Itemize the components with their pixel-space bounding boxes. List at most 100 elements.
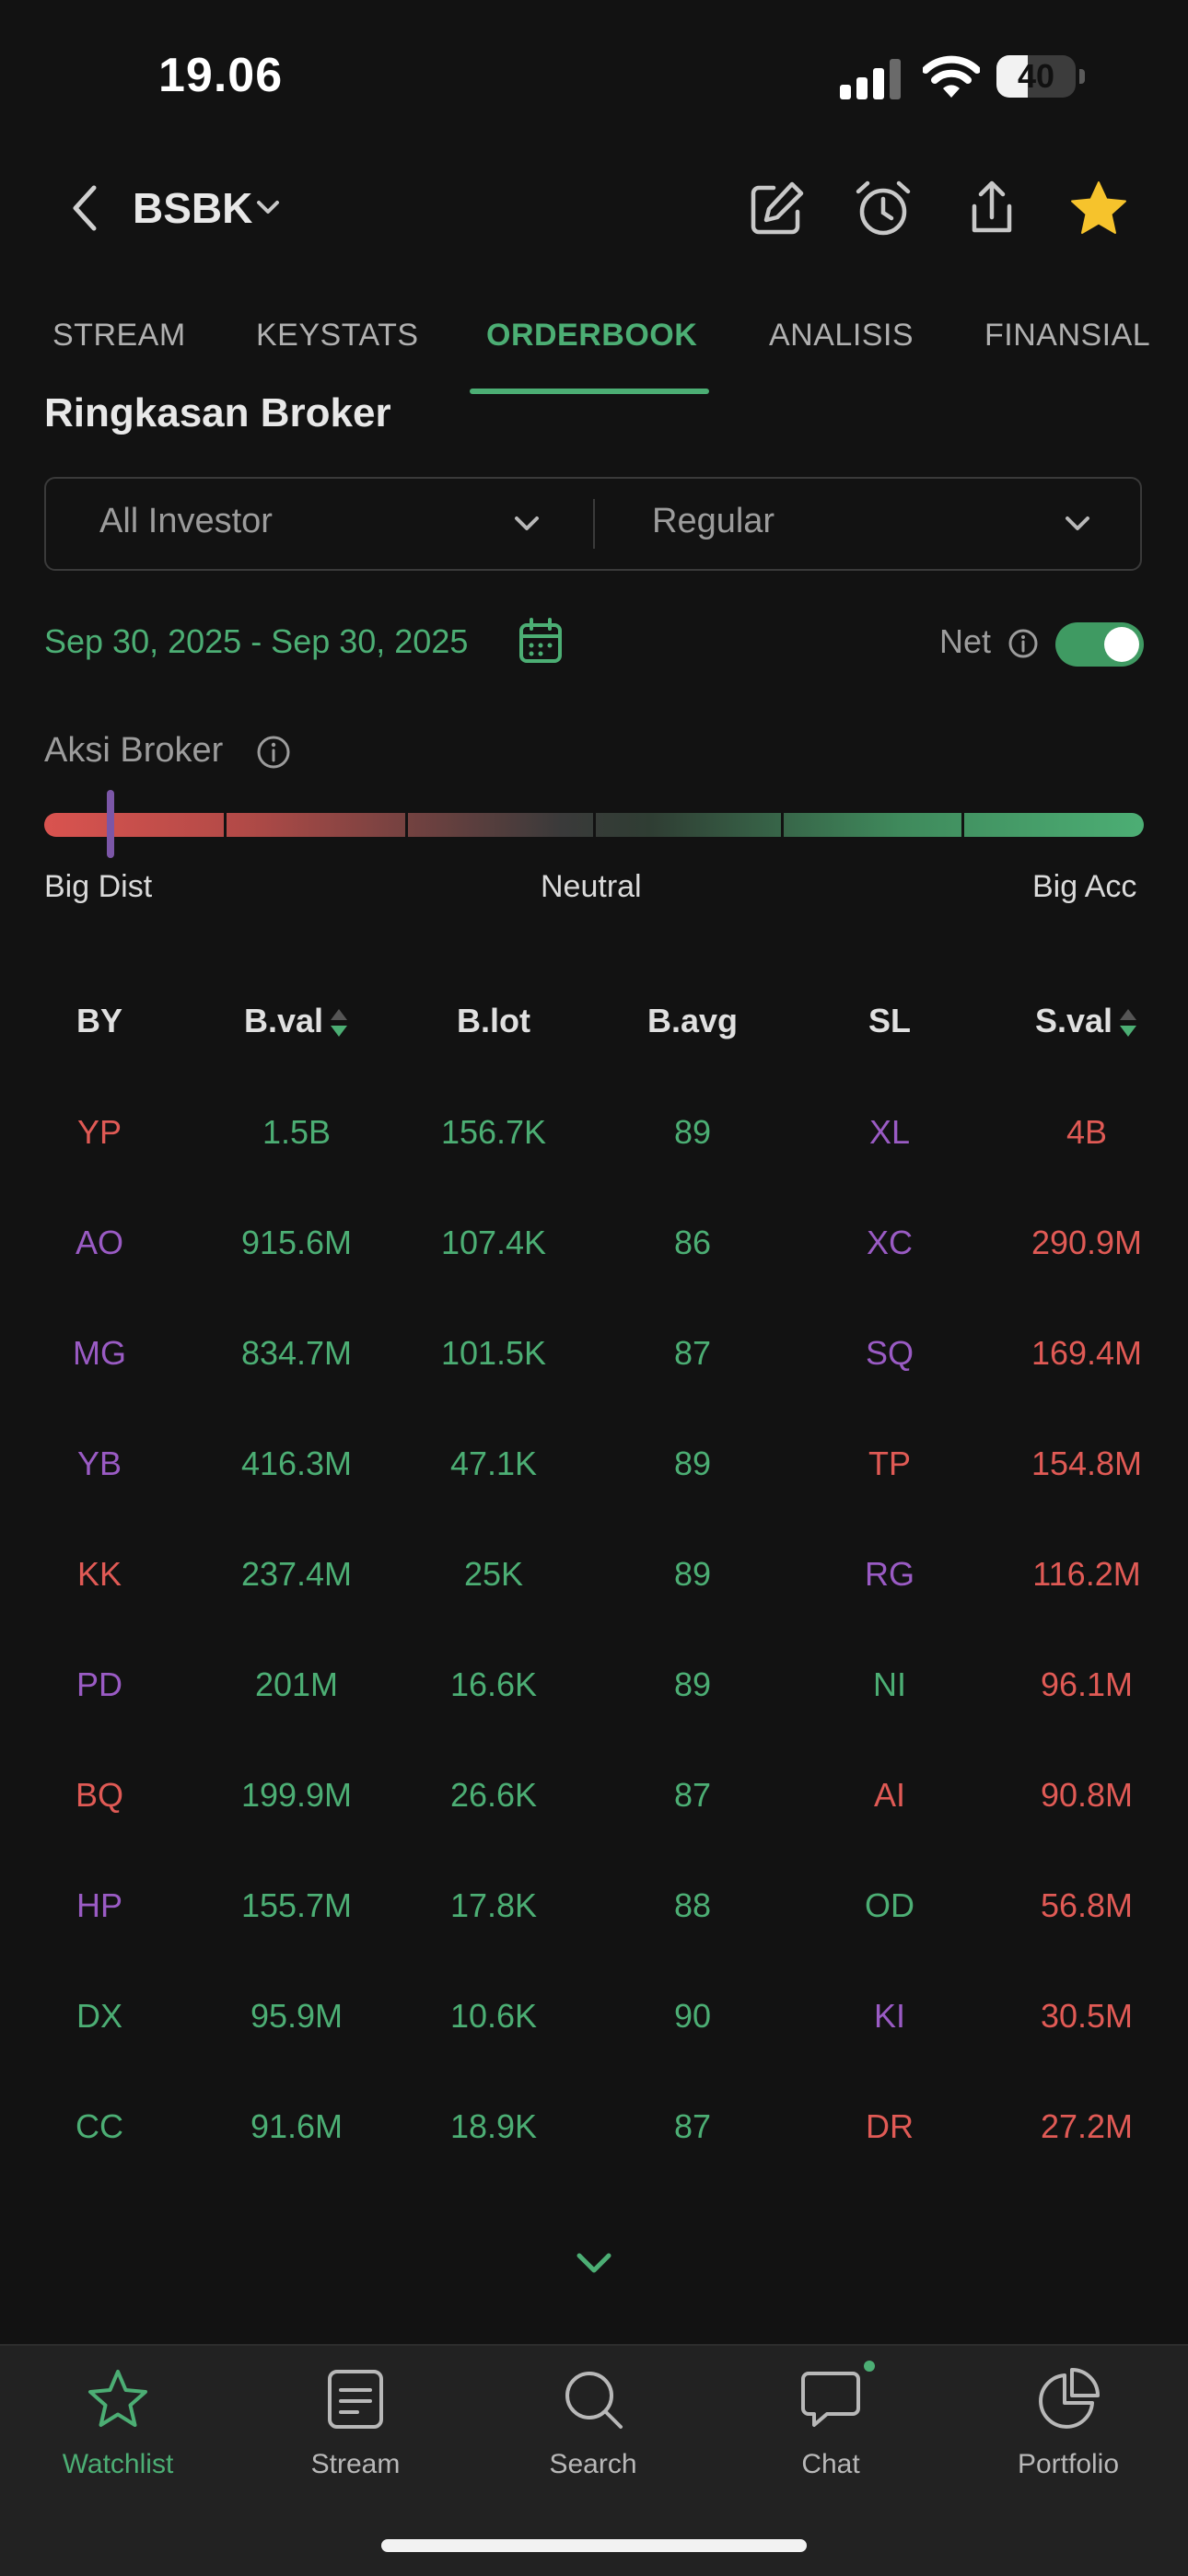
table-row[interactable]: CC 91.6M 18.9K 87 DR 27.2M xyxy=(0,2071,1188,2182)
buy-average: 90 xyxy=(673,1997,712,2035)
seller-code[interactable]: RG xyxy=(865,1555,914,1593)
star-icon xyxy=(88,2370,147,2427)
broker-action-label: Aksi Broker xyxy=(44,731,224,770)
column-header-buy-avg[interactable]: B.avg xyxy=(646,1002,739,1039)
date-range[interactable]: Sep 30, 2025 - Sep 30, 2025 xyxy=(44,622,469,660)
buyer-code[interactable]: DX xyxy=(76,1997,122,2035)
buy-lot: 10.6K xyxy=(449,1997,538,2035)
column-header-sell-value[interactable]: S.val xyxy=(995,1002,1179,1044)
buy-value: 416.3M xyxy=(240,1445,353,1482)
sell-value: 4B xyxy=(1066,1113,1108,1151)
buyer-code[interactable]: YB xyxy=(76,1445,122,1482)
buy-lot: 17.8K xyxy=(449,1886,538,1924)
seller-code[interactable]: XL xyxy=(868,1113,911,1151)
seller-code[interactable]: KI xyxy=(873,1997,905,2035)
back-chevron-icon[interactable] xyxy=(64,180,105,236)
buyer-code[interactable]: MG xyxy=(73,1334,126,1372)
table-row[interactable]: AO 915.6M 107.4K 86 XC 290.9M xyxy=(0,1188,1188,1298)
buyer-code[interactable]: KK xyxy=(76,1555,122,1593)
wifi-icon xyxy=(923,55,980,98)
tab-analisis[interactable]: ANALISIS xyxy=(769,318,914,353)
ticker-symbol[interactable]: BSBK xyxy=(133,184,253,232)
favorite-star-icon[interactable] xyxy=(1068,179,1129,239)
buyer-code[interactable]: HP xyxy=(76,1886,122,1924)
battery-percent: 40 xyxy=(1017,57,1055,95)
status-time: 19.06 xyxy=(158,49,284,102)
table-row[interactable]: MG 834.7M 101.5K 87 SQ 169.4M xyxy=(0,1298,1188,1409)
show-more-chevron-icon[interactable] xyxy=(574,2248,614,2276)
chevron-down-icon[interactable] xyxy=(254,197,282,217)
seller-code[interactable]: AI xyxy=(873,1776,905,1814)
buyer-code[interactable]: AO xyxy=(75,1224,123,1261)
buy-average: 89 xyxy=(673,1113,712,1151)
column-header-buyer[interactable]: BY xyxy=(76,1002,122,1039)
tab-finansial[interactable]: FINANSIAL xyxy=(984,318,1151,353)
table-row[interactable]: YP 1.5B 156.7K 89 XL 4B xyxy=(0,1077,1188,1188)
nav-watchlist[interactable]: Watchlist xyxy=(17,2364,219,2480)
buy-lot: 107.4K xyxy=(440,1224,547,1261)
investor-type-select[interactable]: All Investor xyxy=(99,502,273,540)
seller-code[interactable]: OD xyxy=(865,1886,914,1924)
sell-value: 27.2M xyxy=(1040,2107,1134,2145)
sell-value: 116.2M xyxy=(1032,1555,1141,1593)
buy-value: 915.6M xyxy=(240,1224,353,1261)
battery-icon: 40 xyxy=(996,55,1085,99)
home-indicator[interactable] xyxy=(381,2539,807,2552)
nav-stream[interactable]: Stream xyxy=(254,2364,457,2480)
buy-average: 88 xyxy=(673,1886,712,1924)
tab-orderbook[interactable]: ORDERBOOK xyxy=(486,318,698,353)
calendar-icon[interactable] xyxy=(518,617,564,665)
buyer-code[interactable]: BQ xyxy=(75,1776,123,1814)
edit-icon[interactable] xyxy=(746,179,807,239)
buyer-code[interactable]: PD xyxy=(76,1665,122,1703)
buy-value: 1.5B xyxy=(262,1113,332,1151)
buy-lot: 26.6K xyxy=(449,1776,538,1814)
sort-descending-icon[interactable] xyxy=(329,1002,349,1044)
buy-value: 155.7M xyxy=(240,1886,353,1924)
chevron-down-icon[interactable] xyxy=(1063,512,1092,534)
table-row[interactable]: HP 155.7M 17.8K 88 OD 56.8M xyxy=(0,1851,1188,1961)
column-header-buy-value[interactable]: B.val xyxy=(204,1002,389,1044)
buy-lot: 156.7K xyxy=(440,1113,547,1151)
buy-lot: 101.5K xyxy=(440,1334,547,1372)
nav-portfolio[interactable]: Portfolio xyxy=(967,2364,1170,2480)
section-title: Ringkasan Broker xyxy=(44,390,391,435)
info-icon[interactable] xyxy=(1007,628,1039,659)
buy-average: 89 xyxy=(673,1555,712,1593)
buyer-code[interactable]: CC xyxy=(76,2107,123,2145)
buy-lot: 18.9K xyxy=(449,2107,538,2145)
table-row[interactable]: DX 95.9M 10.6K 90 KI 30.5M xyxy=(0,1961,1188,2071)
sell-value: 90.8M xyxy=(1040,1776,1134,1814)
buy-value: 91.6M xyxy=(250,2107,344,2145)
seller-code[interactable]: XC xyxy=(866,1224,913,1261)
tab-stream[interactable]: STREAM xyxy=(52,318,186,353)
buy-value: 199.9M xyxy=(240,1776,353,1814)
buy-value: 237.4M xyxy=(240,1555,353,1593)
table-row[interactable]: BQ 199.9M 26.6K 87 AI 90.8M xyxy=(0,1740,1188,1851)
buy-lot: 16.6K xyxy=(449,1665,538,1703)
nav-search[interactable]: Search xyxy=(492,2364,694,2480)
column-header-seller[interactable]: SL xyxy=(868,1002,911,1039)
column-header-buy-lot[interactable]: B.lot xyxy=(457,1002,530,1039)
scale-label-neutral: Neutral xyxy=(541,869,642,904)
seller-code[interactable]: NI xyxy=(873,1665,906,1703)
market-type-select[interactable]: Regular xyxy=(652,502,775,540)
buy-average: 86 xyxy=(673,1224,712,1261)
sort-descending-icon[interactable] xyxy=(1118,1002,1138,1044)
sell-value: 169.4M xyxy=(1031,1334,1143,1372)
seller-code[interactable]: TP xyxy=(868,1445,911,1482)
info-icon[interactable] xyxy=(256,735,291,770)
table-row[interactable]: KK 237.4M 25K 89 RG 116.2M xyxy=(0,1519,1188,1630)
table-row[interactable]: YB 416.3M 47.1K 89 TP 154.8M xyxy=(0,1409,1188,1519)
buyer-code[interactable]: YP xyxy=(76,1113,122,1151)
seller-code[interactable]: DR xyxy=(866,2107,914,2145)
share-icon[interactable] xyxy=(961,179,1022,239)
net-toggle[interactable] xyxy=(1055,622,1144,667)
table-row[interactable]: PD 201M 16.6K 89 NI 96.1M xyxy=(0,1630,1188,1740)
alarm-clock-icon[interactable] xyxy=(853,179,914,239)
tab-keystats[interactable]: KEYSTATS xyxy=(256,318,419,353)
nav-chat[interactable]: Chat xyxy=(729,2364,932,2480)
seller-code[interactable]: SQ xyxy=(865,1334,914,1372)
buy-value: 834.7M xyxy=(240,1334,353,1372)
chevron-down-icon[interactable] xyxy=(512,512,542,534)
